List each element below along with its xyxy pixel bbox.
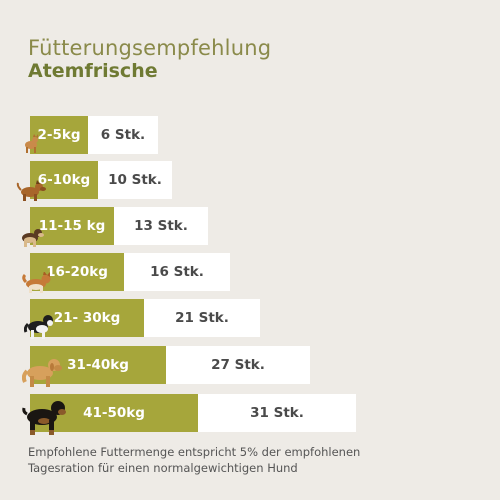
rottweiler-icon <box>22 401 66 435</box>
border-collie-icon <box>24 315 53 339</box>
table-row: 6-10kg 10 Stk. <box>30 161 172 199</box>
retriever-icon <box>22 359 62 387</box>
table-row: 31-40kg 27 Stk. <box>30 346 310 384</box>
weight-cell: 6-10kg <box>30 161 98 199</box>
count-cell: 27 Stk. <box>166 346 310 384</box>
weight-cell: 11-15 kg <box>30 207 114 245</box>
medium-dog-icon <box>22 229 44 247</box>
table-row: 41-50kg 31 Stk. <box>30 394 356 432</box>
count-cell: 10 Stk. <box>98 161 172 199</box>
weight-cell: 31-40kg <box>30 346 166 384</box>
count-cell: 16 Stk. <box>124 253 230 291</box>
count-cell: 13 Stk. <box>114 207 208 245</box>
small-dog-icon <box>25 134 38 153</box>
table-row: 2-5kg 6 Stk. <box>30 116 158 154</box>
footnote: Empfohlene Futtermenge entspricht 5% der… <box>28 444 478 476</box>
count-cell: 6 Stk. <box>88 116 158 154</box>
count-cell: 21 Stk. <box>144 299 260 337</box>
table-row: 21- 30kg 21 Stk. <box>30 299 260 337</box>
footnote-line-2: Tagesration für einen normalgewichtigen … <box>28 461 298 475</box>
weight-cell: 2-5kg <box>30 116 88 154</box>
table-row: 16-20kg 16 Stk. <box>30 253 230 291</box>
medium-dog-icon <box>22 272 51 293</box>
small-dog-icon <box>16 180 46 201</box>
table-row: 11-15 kg 13 Stk. <box>30 207 208 245</box>
page-title: Fütterungsempfehlung <box>28 36 272 60</box>
page-subtitle: Atemfrische <box>28 60 158 82</box>
count-cell: 31 Stk. <box>198 394 356 432</box>
feeding-table: 2-5kg 6 Stk. 6-10kg 10 Stk. 11-15 kg 13 … <box>16 116 356 435</box>
footnote-line-1: Empfohlene Futtermenge entspricht 5% der… <box>28 445 361 459</box>
